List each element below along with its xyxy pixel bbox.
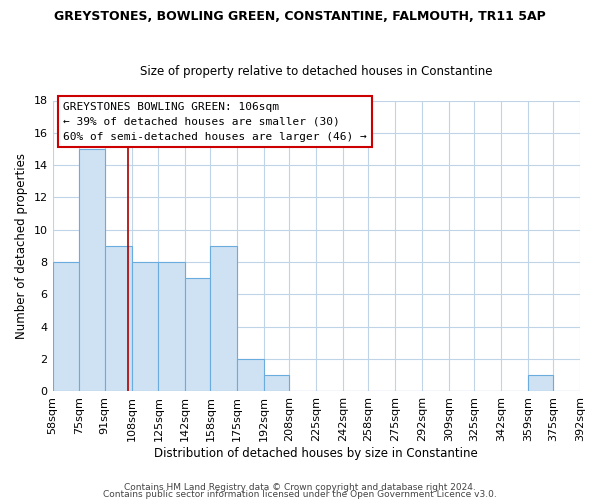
Text: GREYSTONES, BOWLING GREEN, CONSTANTINE, FALMOUTH, TR11 5AP: GREYSTONES, BOWLING GREEN, CONSTANTINE, … (54, 10, 546, 23)
Bar (238, 359, 264, 392)
Bar (104, 246, 131, 392)
Bar (528, 376, 553, 392)
Text: Contains public sector information licensed under the Open Government Licence v3: Contains public sector information licen… (103, 490, 497, 499)
X-axis label: Distribution of detached houses by size in Constantine: Distribution of detached houses by size … (154, 447, 478, 460)
Bar (185, 278, 211, 392)
Text: GREYSTONES BOWLING GREEN: 106sqm
← 39% of detached houses are smaller (30)
60% o: GREYSTONES BOWLING GREEN: 106sqm ← 39% o… (63, 102, 367, 142)
Bar (79, 149, 104, 392)
Bar (158, 262, 185, 392)
Bar (264, 376, 289, 392)
Y-axis label: Number of detached properties: Number of detached properties (15, 153, 28, 339)
Bar (131, 262, 158, 392)
Bar (53, 262, 79, 392)
Text: Contains HM Land Registry data © Crown copyright and database right 2024.: Contains HM Land Registry data © Crown c… (124, 484, 476, 492)
Title: Size of property relative to detached houses in Constantine: Size of property relative to detached ho… (140, 66, 493, 78)
Bar (211, 246, 238, 392)
